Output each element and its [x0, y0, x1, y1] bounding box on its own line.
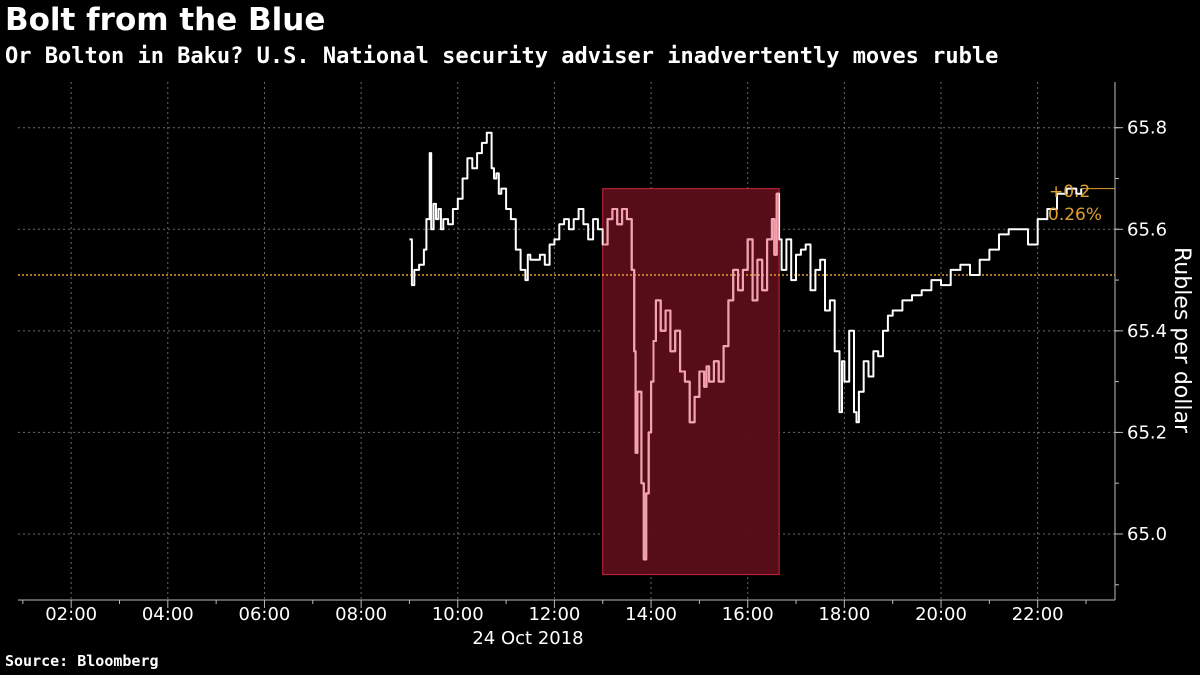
series-line-highlighted [602, 192, 780, 561]
x-tick-label: 16:00 [722, 604, 774, 625]
source-note: Source: Bloomberg [5, 652, 159, 670]
change-value: +0.2 [1049, 182, 1090, 202]
x-tick-label: 18:00 [818, 604, 870, 625]
y-axis-label: Rubles per dollar [1169, 247, 1194, 434]
reference-layer [18, 188, 1115, 276]
series-layer [409, 131, 1083, 561]
axes: 02:00 04:00 06:00 08:00 10:00 12:00 14:00 16:00… [18, 82, 1167, 625]
y-tick-label: 65.8 [1127, 118, 1167, 139]
change-percent: 0.26% [1048, 205, 1102, 225]
x-tick-label: 12:00 [528, 604, 580, 625]
x-tick-label: 10:00 [432, 604, 484, 625]
x-tick-label: 04:00 [142, 604, 194, 625]
y-tick-label: 65.2 [1127, 422, 1167, 443]
x-tick-label: 14:00 [625, 604, 677, 625]
chart-subtitle: Or Bolton in Baku? U.S. National securit… [5, 44, 999, 69]
x-tick-label: 08:00 [335, 604, 387, 625]
x-tick-label: 06:00 [239, 604, 291, 625]
x-tick-label: 22:00 [1012, 604, 1064, 625]
x-axis-label: 24 Oct 2018 [472, 628, 583, 649]
grid [18, 82, 1115, 600]
chart-title: Bolt from the Blue [5, 2, 326, 38]
y-tick-label: 65.0 [1127, 524, 1167, 545]
x-tick-label: 20:00 [915, 604, 967, 625]
x-tick-label: 02:00 [45, 604, 97, 625]
y-tick-label: 65.6 [1127, 219, 1167, 240]
labels: 24 Oct 2018 Rubles per dollar +0.2 0.26% [472, 182, 1194, 649]
y-tick-label: 65.4 [1127, 321, 1167, 342]
